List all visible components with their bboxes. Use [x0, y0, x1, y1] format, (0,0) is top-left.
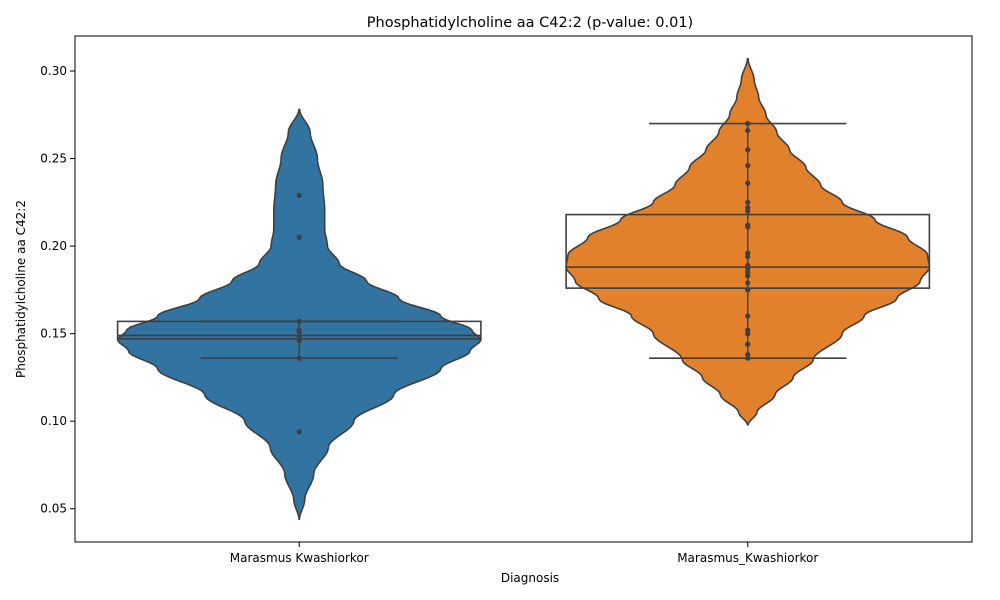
group-2-data-point — [745, 224, 751, 230]
y-axis: 0.05 0.10 0.15 0.20 0.25 0.30 — [40, 64, 75, 516]
group-2-data-point — [745, 287, 751, 293]
group-1-data-point — [296, 338, 302, 344]
group-2-data-point — [745, 180, 751, 186]
group-2-data-point — [745, 280, 751, 286]
group-2-data-point — [745, 199, 751, 205]
group-1-data-point — [296, 234, 302, 240]
group-2-data-point — [745, 162, 751, 169]
group-1-data-point — [296, 355, 302, 361]
group-2-data-point — [745, 254, 751, 260]
group-1-data-point — [296, 429, 302, 435]
y-tick-label: 0.15 — [40, 327, 67, 341]
plot-area — [116, 58, 931, 520]
group-2-data-point — [745, 120, 751, 127]
group-2-data-point — [745, 331, 751, 337]
group-2-data-point — [745, 313, 751, 319]
group-1-data-point — [296, 192, 302, 198]
group-2-data-point — [745, 208, 751, 214]
y-tick-label: 0.25 — [40, 152, 67, 166]
y-tick-label: 0.05 — [40, 502, 67, 516]
y-tick-label: 0.10 — [40, 414, 67, 428]
y-axis-label: Phosphatidylcholine aa C42:2 — [14, 200, 28, 378]
x-axis: Marasmus Kwashiorkor Marasmus_Kwashiorkor — [230, 542, 818, 565]
x-tick-label: Marasmus_Kwashiorkor — [677, 551, 818, 565]
axes-frame — [74, 35, 973, 543]
chart-title: Phosphatidylcholine aa C42:2 (p-value: 0… — [367, 15, 693, 31]
group-1-data-point — [296, 318, 302, 324]
group-1-violin — [116, 108, 482, 520]
group-2-data-point — [745, 127, 751, 134]
group-1-data-point — [296, 329, 302, 335]
y-tick-label: 0.30 — [40, 64, 67, 78]
y-tick-label: 0.20 — [40, 239, 67, 253]
group-2-data-point — [745, 273, 751, 279]
x-tick-label: Marasmus Kwashiorkor — [230, 551, 369, 565]
group-2-data-point — [745, 341, 751, 347]
x-axis-label: Diagnosis — [501, 571, 559, 585]
group-2-data-point — [745, 147, 751, 153]
group-2-data-point — [745, 355, 751, 361]
